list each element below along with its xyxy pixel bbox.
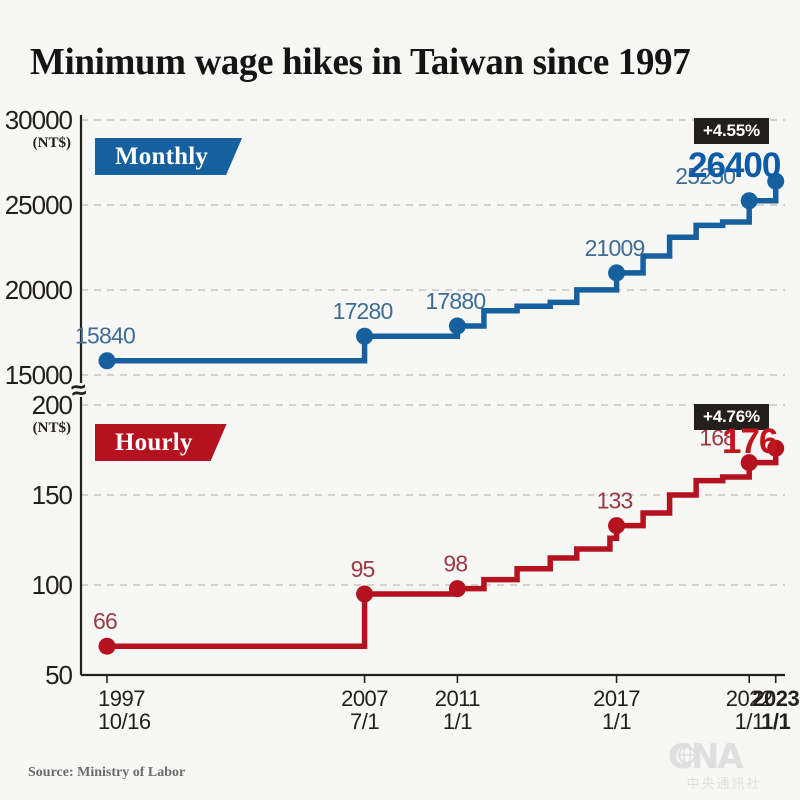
point-value-label: 21009 — [585, 235, 645, 261]
data-point-marker — [608, 517, 626, 535]
y-axis-unit-hourly: (NT$) — [33, 420, 71, 436]
y-axis-tick-monthly: 20000 — [5, 275, 73, 305]
point-value-label: 15840 — [75, 323, 135, 349]
svg-text:CNA: CNA — [668, 737, 744, 775]
y-axis-tick-labels: 1500020000250003000050100150200(NT$)(NT$… — [5, 105, 74, 690]
series-line-hourly — [107, 445, 779, 649]
y-axis-tick-hourly: 50 — [45, 660, 72, 690]
point-value-label: 98 — [443, 551, 467, 577]
cna-watermark: CNA 中央通訊社 — [660, 735, 788, 793]
data-series — [98, 172, 785, 655]
y-axis-tick-monthly: 30000 — [5, 105, 73, 135]
series-badge-monthly: Monthly — [95, 138, 242, 175]
axis-lines: ≈ — [69, 115, 785, 683]
cna-logo-icon: CNA — [668, 737, 746, 777]
cna-logo-chinese-text: 中央通訊社 — [686, 777, 762, 792]
data-point-marker — [767, 439, 785, 457]
x-tick-date: 1/1 — [761, 709, 790, 734]
headline-value-monthly: 26400 — [688, 146, 781, 185]
point-value-label: 25250 — [675, 163, 735, 189]
axis-break-symbol: ≈ — [69, 374, 88, 406]
y-axis-unit-monthly: (NT$) — [33, 135, 71, 151]
series-badge-monthly-label: Monthly — [115, 142, 209, 170]
page-title: Minimum wage hikes in Taiwan since 1997 — [30, 41, 691, 83]
point-value-label: 66 — [93, 608, 117, 634]
point-value-label: 17880 — [425, 288, 485, 314]
series-badge-hourly-label: Hourly — [115, 428, 193, 456]
data-point-marker — [740, 192, 758, 210]
point-value-label: 133 — [597, 488, 633, 514]
x-tick-date: 10/16 — [98, 709, 151, 734]
x-tick-date: 1/1 — [735, 709, 764, 734]
data-point-marker — [448, 317, 466, 335]
data-point-marker — [98, 352, 116, 370]
data-point-marker — [608, 264, 626, 282]
percent-change-badge-monthly: +4.55% — [694, 118, 769, 144]
y-axis-tick-monthly: 25000 — [5, 190, 73, 220]
x-tick-year: 1997 — [98, 686, 145, 711]
data-point-marker — [740, 454, 758, 472]
point-value-label: 17280 — [333, 298, 393, 324]
series-line-monthly — [107, 178, 779, 364]
source-note: Source: Ministry of Labor — [28, 765, 186, 780]
y-axis-tick-hourly: 200 — [32, 390, 73, 420]
x-tick-date: 1/1 — [602, 709, 631, 734]
data-point-marker — [356, 585, 374, 603]
headline-value-hourly: 176 — [722, 422, 778, 461]
y-axis-tick-monthly: 15000 — [5, 360, 73, 390]
y-axis-tick-hourly: 150 — [32, 480, 73, 510]
x-tick-year: 2023 — [752, 686, 799, 711]
x-tick-date: 1/1 — [443, 709, 472, 734]
x-axis-tick-labels: 199710/1620077/120111/120171/120221/1202… — [98, 686, 800, 734]
series-badge-hourly: Hourly — [95, 424, 227, 461]
x-tick-year: 2022 — [726, 686, 773, 711]
x-tick-year: 2017 — [593, 686, 640, 711]
x-tick-date: 7/1 — [350, 709, 379, 734]
y-axis-tick-hourly: 100 — [32, 570, 73, 600]
x-tick-year: 2011 — [435, 686, 481, 711]
x-tick-year: 2007 — [341, 686, 388, 711]
data-point-marker — [356, 327, 374, 345]
data-point-marker — [767, 172, 785, 190]
percent-change-badge-hourly: +4.76% — [694, 404, 769, 430]
point-value-label: 95 — [351, 556, 375, 582]
data-point-marker — [448, 580, 466, 598]
data-point-marker — [98, 637, 116, 655]
